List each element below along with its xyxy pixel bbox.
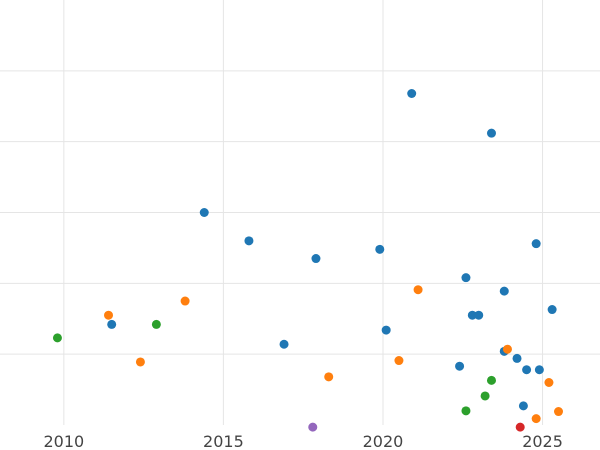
data-point-s0-4	[311, 254, 321, 264]
data-point-s0-11	[474, 310, 484, 320]
data-point-s1-4	[394, 356, 404, 366]
data-point-s1-2	[180, 296, 190, 306]
grid-layer	[0, 0, 600, 425]
data-point-s0-6	[381, 325, 391, 335]
data-point-s0-18	[531, 239, 541, 249]
data-point-s1-8	[544, 378, 554, 387]
data-point-s4-0	[515, 422, 525, 432]
data-point-s0-10	[467, 310, 477, 320]
data-point-s3-0	[308, 422, 318, 432]
data-point-s0-2	[244, 236, 254, 246]
data-point-s2-4	[486, 375, 496, 385]
data-point-s0-17	[522, 365, 532, 375]
data-point-s0-13	[499, 286, 509, 296]
data-point-s1-3	[324, 372, 334, 382]
data-point-s0-5	[375, 244, 385, 254]
x-tick-labels: 2010 2015 2020 2025	[43, 432, 562, 450]
x-tick-label-2: 2020	[363, 432, 404, 450]
data-point-s0-9	[461, 273, 471, 283]
data-point-s0-15	[512, 353, 522, 363]
data-point-s0-16	[518, 401, 528, 411]
data-point-s1-0	[104, 310, 114, 320]
data-point-s0-12	[486, 128, 496, 138]
data-point-s1-7	[531, 414, 541, 424]
data-point-s1-9	[554, 407, 564, 417]
x-tick-label-0: 2010	[43, 432, 84, 450]
data-point-s0-1	[199, 208, 209, 217]
x-tick-label-1: 2015	[203, 432, 244, 450]
data-point-s1-1	[135, 357, 145, 367]
data-point-s2-1	[151, 319, 161, 329]
data-point-s0-7	[407, 89, 417, 98]
data-point-s1-6	[502, 344, 512, 354]
data-point-s0-3	[279, 339, 289, 349]
data-point-s1-5	[413, 285, 423, 295]
data-point-s2-2	[461, 406, 471, 416]
points-layer	[52, 89, 564, 432]
data-point-s0-0	[107, 319, 117, 329]
data-point-s2-3	[480, 391, 490, 401]
data-point-s0-20	[547, 305, 557, 315]
data-point-s2-0	[52, 333, 62, 343]
x-tick-label-3: 2025	[522, 432, 563, 450]
data-point-s0-19	[534, 365, 544, 375]
data-point-s0-8	[455, 361, 465, 371]
